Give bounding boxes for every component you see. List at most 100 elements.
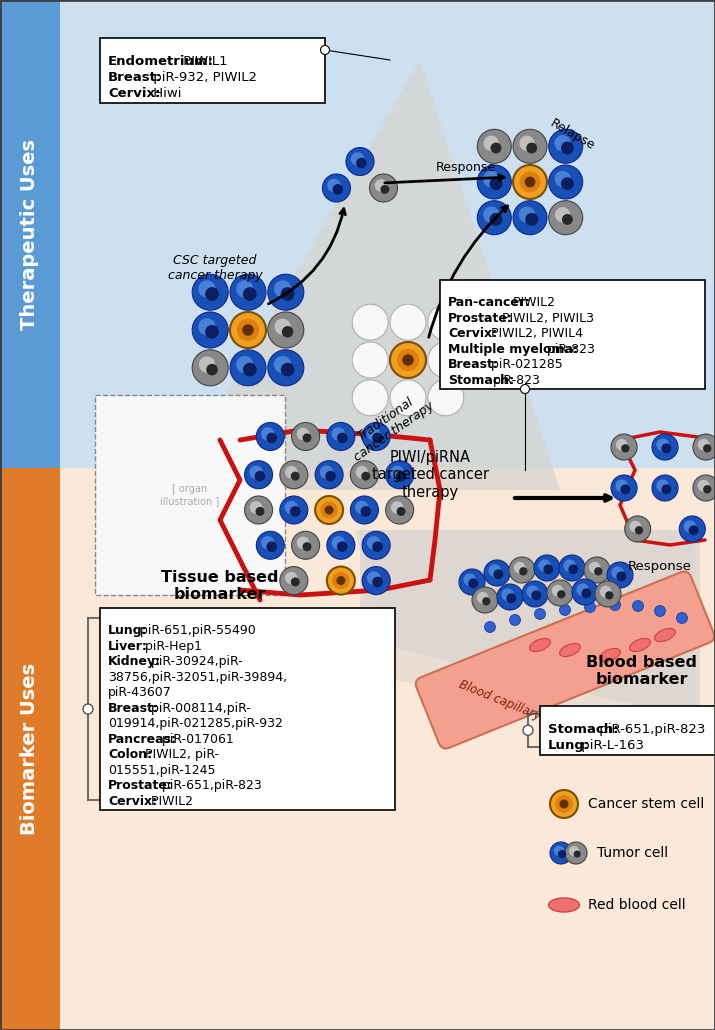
Circle shape: [268, 350, 304, 386]
Circle shape: [652, 434, 678, 460]
Text: Blood capillary: Blood capillary: [457, 678, 543, 722]
Circle shape: [320, 466, 333, 479]
Text: Tissue based
biomarker: Tissue based biomarker: [162, 570, 279, 603]
Circle shape: [605, 591, 613, 599]
Circle shape: [292, 531, 320, 559]
Text: Breast:: Breast:: [108, 701, 159, 715]
Circle shape: [292, 422, 320, 450]
Circle shape: [230, 274, 266, 310]
Circle shape: [380, 185, 390, 194]
Circle shape: [361, 472, 370, 481]
Ellipse shape: [630, 639, 651, 652]
Circle shape: [397, 349, 419, 371]
Circle shape: [350, 460, 378, 488]
Circle shape: [390, 342, 426, 378]
Text: PIWIL2: PIWIL2: [509, 296, 556, 309]
Circle shape: [350, 496, 378, 524]
Circle shape: [250, 502, 262, 514]
Circle shape: [373, 542, 383, 552]
Circle shape: [548, 201, 583, 235]
Circle shape: [352, 380, 388, 416]
FancyBboxPatch shape: [100, 608, 395, 810]
Circle shape: [555, 207, 571, 222]
Circle shape: [192, 350, 228, 386]
Text: PIWIL2, PIWIL3: PIWIL2, PIWIL3: [498, 312, 594, 324]
Circle shape: [332, 536, 345, 549]
Circle shape: [274, 356, 291, 373]
Circle shape: [281, 287, 295, 301]
Circle shape: [390, 304, 426, 340]
Text: Response: Response: [628, 560, 692, 573]
Circle shape: [267, 542, 277, 552]
Circle shape: [621, 484, 631, 494]
Text: Breast:: Breast:: [108, 71, 162, 83]
Text: Cancer stem cell: Cancer stem cell: [588, 797, 704, 811]
Circle shape: [206, 364, 218, 375]
Circle shape: [513, 201, 547, 235]
Circle shape: [573, 851, 581, 858]
Circle shape: [584, 602, 596, 613]
Circle shape: [261, 427, 275, 441]
Text: Endometrium:: Endometrium:: [108, 55, 214, 68]
Circle shape: [199, 356, 215, 373]
Circle shape: [548, 165, 583, 199]
Circle shape: [281, 363, 295, 376]
Circle shape: [245, 460, 272, 488]
FancyBboxPatch shape: [440, 280, 705, 389]
Circle shape: [534, 555, 560, 581]
Circle shape: [373, 433, 383, 443]
Circle shape: [325, 506, 334, 514]
Text: Biomarker Uses: Biomarker Uses: [21, 663, 39, 835]
Circle shape: [611, 475, 637, 501]
Circle shape: [285, 466, 297, 479]
Circle shape: [698, 480, 709, 491]
Circle shape: [568, 564, 578, 575]
Circle shape: [538, 559, 551, 572]
Circle shape: [370, 174, 398, 202]
Circle shape: [509, 557, 535, 583]
Text: piR-823: piR-823: [493, 374, 541, 386]
Text: Liver:: Liver:: [108, 640, 148, 653]
Circle shape: [230, 312, 266, 348]
Circle shape: [327, 422, 355, 450]
Ellipse shape: [600, 649, 621, 661]
Text: 019914,piR-021285,piR-932: 019914,piR-021285,piR-932: [108, 717, 283, 730]
Circle shape: [652, 475, 678, 501]
Polygon shape: [360, 530, 700, 720]
Circle shape: [320, 45, 330, 55]
Circle shape: [280, 460, 308, 488]
Circle shape: [581, 588, 591, 598]
Text: piR-651,piR-55490: piR-651,piR-55490: [136, 624, 256, 638]
Ellipse shape: [560, 644, 581, 656]
Circle shape: [561, 177, 574, 191]
Circle shape: [656, 479, 669, 492]
Bar: [0, 468, 60, 1030]
Circle shape: [506, 593, 516, 604]
Circle shape: [198, 280, 216, 298]
Text: piR-Hep1: piR-Hep1: [142, 640, 202, 653]
Circle shape: [280, 566, 308, 594]
Circle shape: [290, 506, 300, 517]
Circle shape: [355, 466, 368, 479]
Circle shape: [513, 130, 547, 164]
Circle shape: [327, 566, 355, 594]
Circle shape: [403, 354, 414, 366]
Circle shape: [367, 572, 380, 585]
Circle shape: [243, 287, 257, 301]
Text: PIWIL2, piR-: PIWIL2, piR-: [142, 748, 220, 761]
Circle shape: [520, 171, 541, 193]
Circle shape: [267, 433, 277, 443]
Circle shape: [302, 542, 312, 551]
Circle shape: [609, 599, 621, 611]
Circle shape: [550, 842, 572, 864]
Circle shape: [548, 130, 583, 164]
Text: PIWIL2, PIWIL4: PIWIL2, PIWIL4: [487, 328, 583, 340]
Circle shape: [363, 531, 390, 559]
Bar: [0, 0, 60, 468]
Circle shape: [356, 158, 367, 168]
Circle shape: [483, 171, 499, 187]
Circle shape: [230, 350, 266, 386]
Circle shape: [205, 287, 219, 301]
Ellipse shape: [655, 628, 676, 642]
Circle shape: [198, 318, 216, 336]
